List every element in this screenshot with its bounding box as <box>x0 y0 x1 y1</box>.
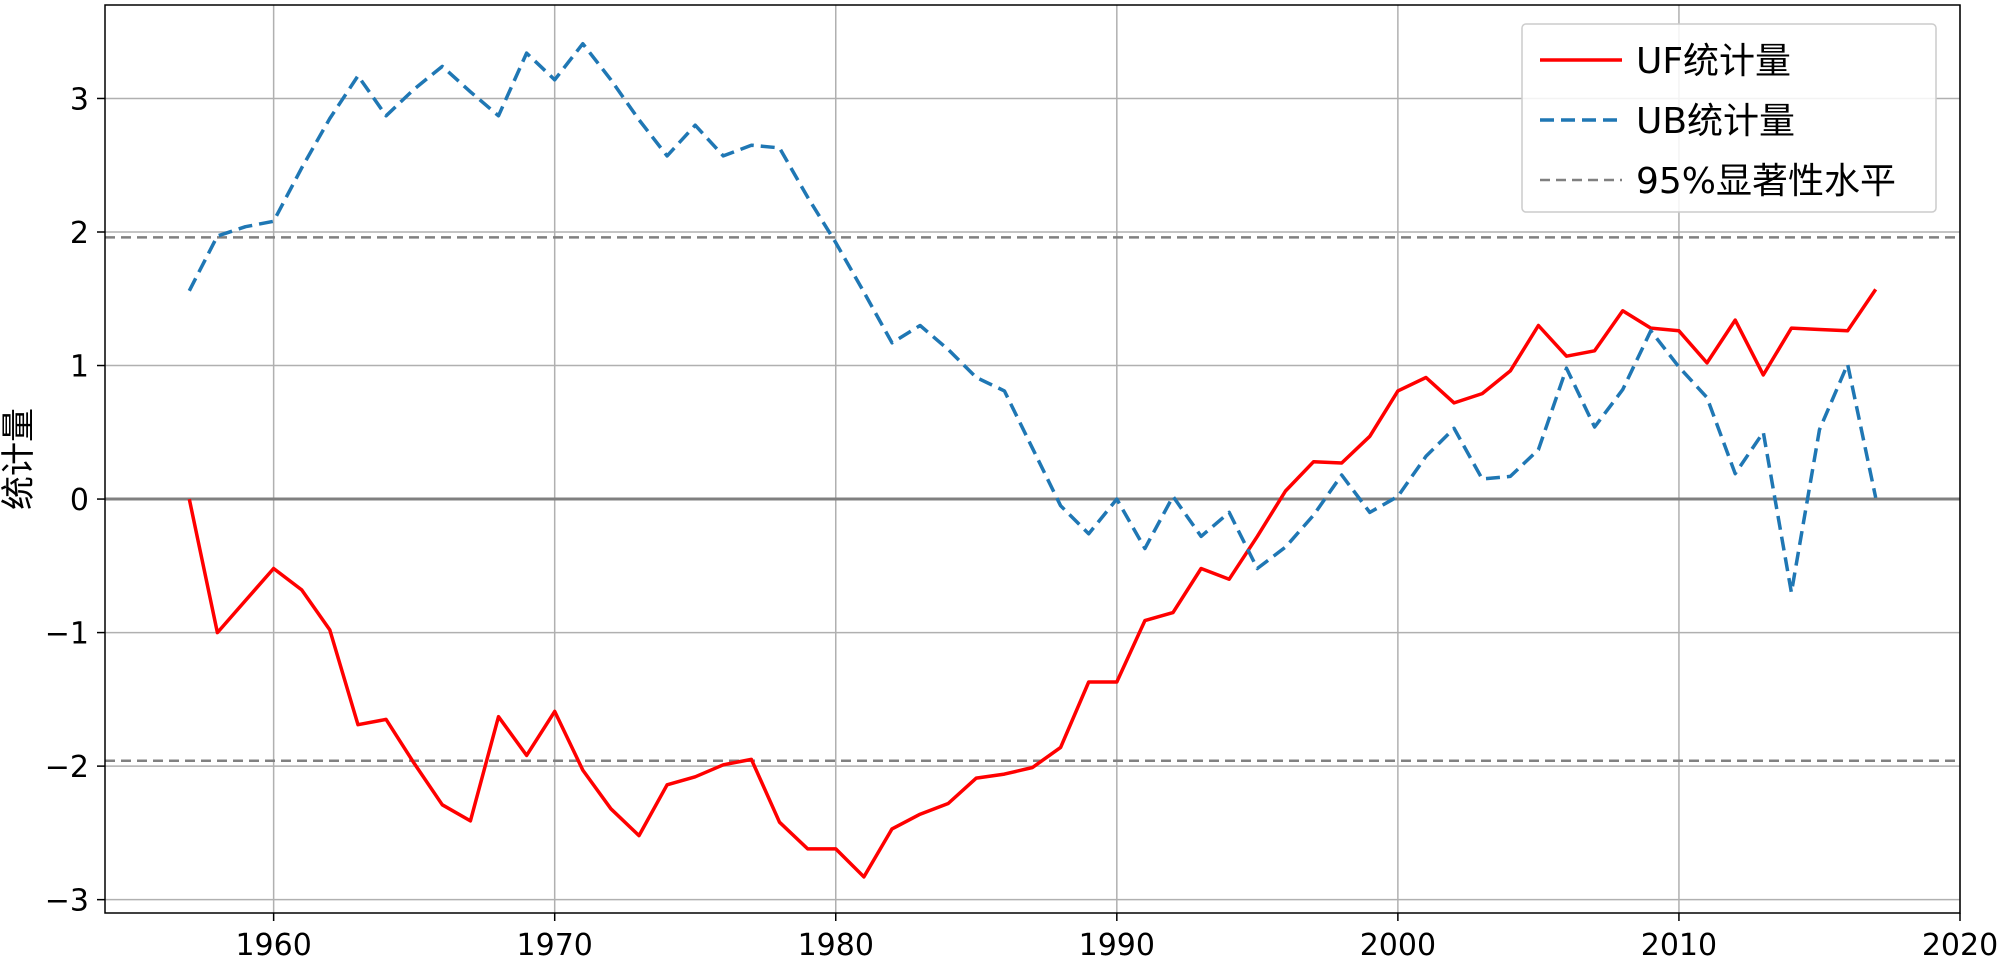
x-tick-label: 1970 <box>517 928 593 960</box>
y-tick-label: 3 <box>70 82 89 117</box>
legend-label-ub: UB统计量 <box>1636 101 1795 142</box>
legend-label-uf: UF统计量 <box>1636 41 1791 82</box>
x-tick-label: 1960 <box>235 928 311 960</box>
x-tick-label: 2020 <box>1922 928 1998 960</box>
series-lines <box>187 41 1878 879</box>
x-tick-label: 2000 <box>1360 928 1436 960</box>
x-tick-label: 1980 <box>798 928 874 960</box>
x-tick-label: 2010 <box>1641 928 1717 960</box>
y-tick-label: −3 <box>45 884 89 919</box>
uf-series-line <box>187 288 1878 879</box>
axis-ticks: 1960 1970 1980 1990 2000 2010 2020 −3 −2 −1 0 1 2 3 <box>45 82 1998 960</box>
y-axis-title: 统计量 <box>0 408 39 510</box>
y-tick-label: −2 <box>45 750 89 785</box>
legend-label-significance: 95%显著性水平 <box>1636 161 1896 202</box>
ub-series-line <box>187 41 1878 595</box>
y-tick-label: −1 <box>45 617 89 652</box>
x-tick-label: 1990 <box>1079 928 1155 960</box>
y-tick-label: 1 <box>70 350 89 385</box>
legend: UF统计量 UB统计量 95%显著性水平 <box>1521 23 1937 213</box>
y-tick-label: 0 <box>70 483 89 518</box>
y-tick-label: 2 <box>70 216 89 251</box>
legend-box <box>1521 23 1937 213</box>
plot-frame <box>104 4 1961 914</box>
